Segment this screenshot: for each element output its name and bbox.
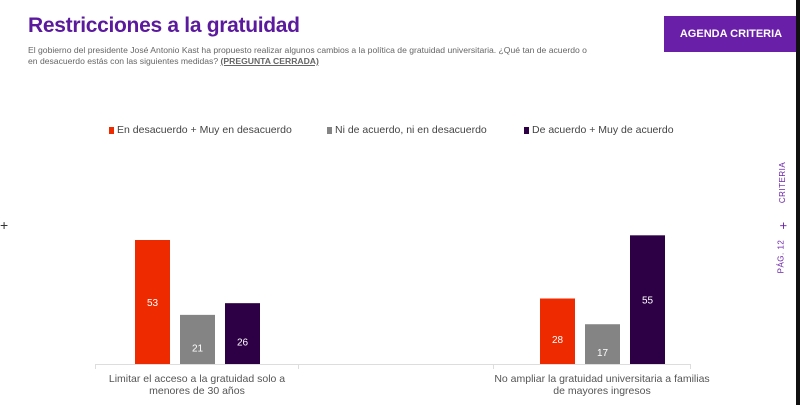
data-label: 21 [192,343,204,354]
bar [180,314,215,364]
legend-swatch [524,126,529,134]
bar [225,303,260,364]
data-label: 28 [552,335,564,346]
right-edge [796,0,800,405]
data-label: 53 [147,298,159,309]
subtitle: El gobierno del presidente José Antonio … [28,45,598,67]
data-label: 26 [237,338,249,349]
bar [630,235,665,364]
question-tag: (PREGUNTA CERRADA) [220,56,319,66]
data-label: 17 [597,348,609,359]
legend-swatch [327,126,332,134]
bar [585,324,620,364]
bar [135,240,170,364]
subtitle-text: El gobierno del presidente José Antonio … [28,45,587,66]
legend-label: Ni de acuerdo, ni en desacuerdo [335,124,487,136]
bar [540,298,575,364]
legend-item: De acuerdo + Muy de acuerdo [524,124,674,136]
category-label: Limitar el acceso a la gratuidad solo a … [108,373,286,397]
plus-mark: + [0,217,9,233]
page-title: Restricciones a la gratuidad [28,14,300,37]
category-label: No ampliar la gratuidad universitaria a … [494,373,710,397]
data-label: 55 [642,296,654,307]
legend-label: De acuerdo + Muy de acuerdo [532,124,674,136]
agenda-criteria-badge: AGENDA CRITERIA [664,16,798,52]
legend-swatch [109,126,114,134]
legend-label: En desacuerdo + Muy en desacuerdo [117,124,292,136]
legend-item: En desacuerdo + Muy en desacuerdo [109,124,292,136]
legend-item: Ni de acuerdo, ni en desacuerdo [327,124,487,136]
